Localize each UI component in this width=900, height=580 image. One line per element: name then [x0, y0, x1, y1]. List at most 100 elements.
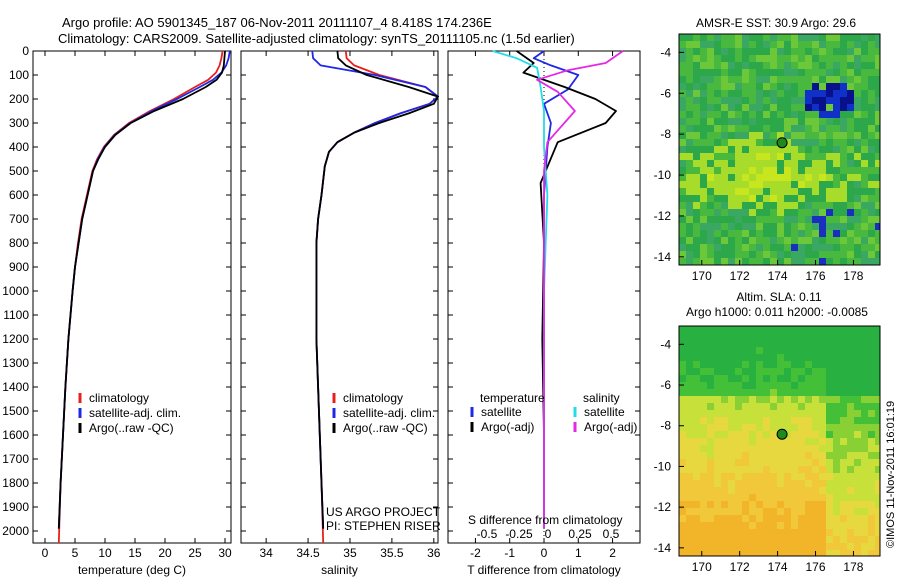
- map-x-tick-label: 176: [806, 269, 826, 283]
- map-cell: [868, 543, 875, 550]
- map-cell: [686, 90, 693, 97]
- map-cell: [805, 529, 812, 536]
- map-cell: [735, 62, 742, 69]
- map-cell: [686, 174, 693, 181]
- map-cell: [707, 258, 714, 265]
- map-cell: [833, 354, 840, 361]
- map-cell: [868, 354, 875, 361]
- map-cell: [798, 125, 805, 132]
- map-cell: [798, 361, 805, 368]
- map-cell: [721, 382, 728, 389]
- map-cell: [693, 508, 700, 515]
- map-cell: [777, 146, 784, 153]
- map-cell: [770, 368, 777, 375]
- map-cell: [819, 104, 826, 111]
- map-cell: [777, 473, 784, 480]
- map-cell: [679, 543, 686, 550]
- map-cell: [686, 382, 693, 389]
- map-cell: [826, 529, 833, 536]
- map-cell: [749, 494, 756, 501]
- map-cell: [798, 139, 805, 146]
- map-cell: [840, 55, 847, 62]
- map-cell: [763, 515, 770, 522]
- map-cell: [721, 132, 728, 139]
- map-cell: [763, 69, 770, 76]
- map-cell: [707, 76, 714, 83]
- map-cell: [868, 174, 875, 181]
- y-tick-label: 1200: [2, 332, 29, 346]
- map-cell: [756, 375, 763, 382]
- map-cell: [735, 501, 742, 508]
- map-cell: [777, 543, 784, 550]
- map-cell: [833, 118, 840, 125]
- map-cell: [763, 167, 770, 174]
- map-cell: [749, 508, 756, 515]
- map-cell: [707, 550, 714, 556]
- map-cell: [784, 97, 791, 104]
- map-cell: [693, 361, 700, 368]
- map-cell: [840, 160, 847, 167]
- y-tick-label: 200: [9, 92, 29, 106]
- map-cell: [742, 354, 749, 361]
- map-cell: [875, 452, 880, 459]
- map-cell: [791, 69, 798, 76]
- map-cell: [847, 515, 854, 522]
- map-cell: [812, 251, 819, 258]
- map-cell: [749, 354, 756, 361]
- map-cell: [847, 508, 854, 515]
- map-cell: [868, 139, 875, 146]
- map-cell: [735, 223, 742, 230]
- map-cell: [840, 452, 847, 459]
- map-cell: [875, 389, 880, 396]
- map-cell: [847, 473, 854, 480]
- map-cell: [812, 125, 819, 132]
- map-cell: [840, 62, 847, 69]
- map-cell: [791, 181, 798, 188]
- map-cell: [777, 354, 784, 361]
- x-tick-label: 30: [218, 546, 232, 560]
- map-cell: [707, 251, 714, 258]
- map-cell: [756, 230, 763, 237]
- map-cell: [749, 230, 756, 237]
- map-cell: [861, 69, 868, 76]
- map-cell: [686, 354, 693, 361]
- map-cell: [756, 90, 763, 97]
- map-cell: [700, 153, 707, 160]
- map-cell: [770, 473, 777, 480]
- map-cell: [679, 424, 686, 431]
- map-cell: [833, 83, 840, 90]
- map-cell: [805, 368, 812, 375]
- map-cell: [735, 202, 742, 209]
- map-cell: [833, 424, 840, 431]
- map-cell: [735, 146, 742, 153]
- map-cell: [868, 326, 875, 333]
- map-cell: [826, 368, 833, 375]
- map-cell: [819, 382, 826, 389]
- map-cell: [875, 223, 880, 230]
- map-cell: [798, 347, 805, 354]
- map-cell: [735, 529, 742, 536]
- map-cell: [707, 139, 714, 146]
- map-cell: [749, 118, 756, 125]
- map-cell: [777, 118, 784, 125]
- map-cell: [854, 445, 861, 452]
- map-cell: [875, 417, 880, 424]
- map-cell: [735, 340, 742, 347]
- map-cell: [861, 494, 868, 501]
- map-cell: [679, 494, 686, 501]
- map-cell: [847, 396, 854, 403]
- map-cell: [770, 34, 777, 41]
- map-y-tick-label: -14: [654, 250, 672, 264]
- map-cell: [770, 410, 777, 417]
- map-cell: [805, 174, 812, 181]
- map-cell: [693, 111, 700, 118]
- map-cell: [847, 167, 854, 174]
- map-cell: [868, 515, 875, 522]
- map-subtitle: Argo h1000: 0.011 h2000: -0.0085: [686, 305, 868, 319]
- map-cell: [742, 529, 749, 536]
- map-cell: [777, 438, 784, 445]
- map-cell: [812, 494, 819, 501]
- map-cell: [791, 473, 798, 480]
- map-cell: [805, 354, 812, 361]
- map-cell: [819, 417, 826, 424]
